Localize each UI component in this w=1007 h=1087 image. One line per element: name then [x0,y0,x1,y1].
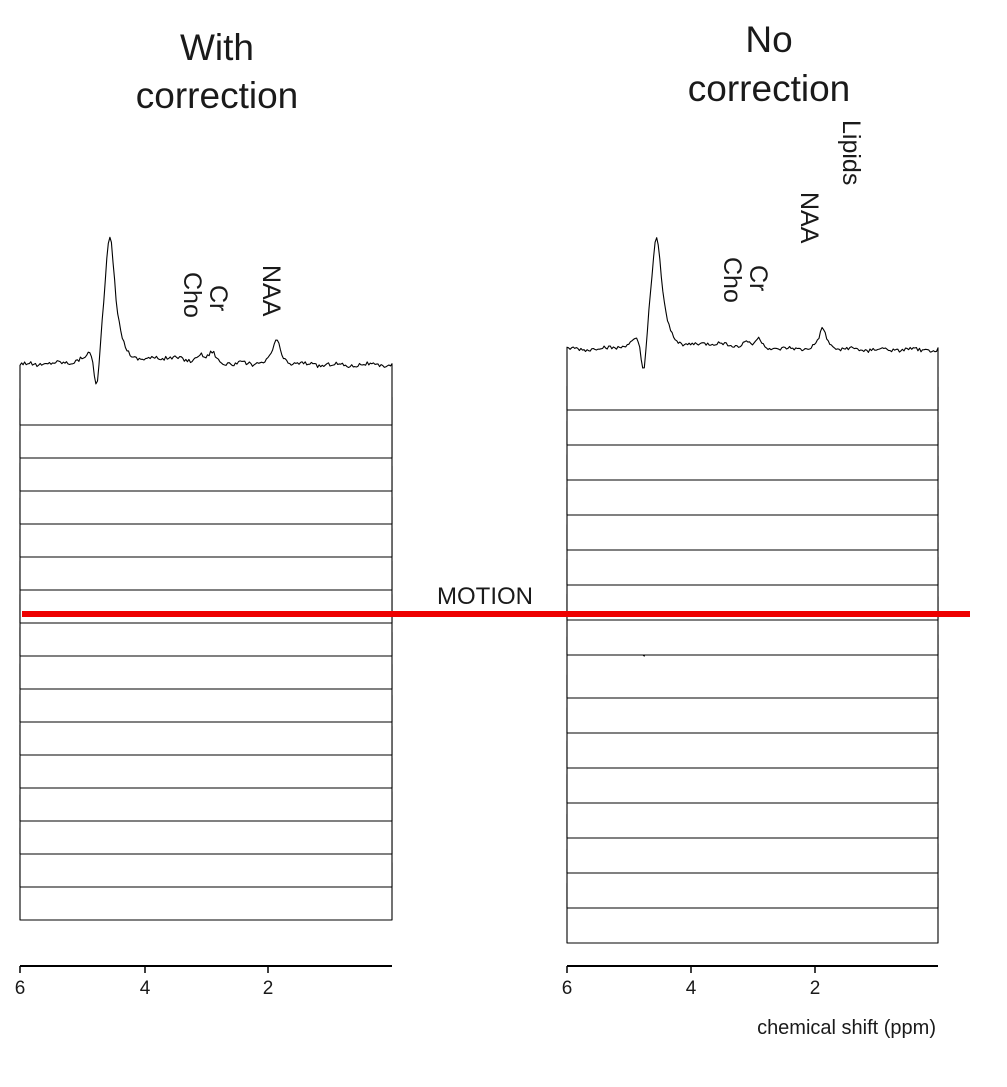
panel-no-correction: No correction Lipids NAA Cr Cho 6 4 2 ch… [562,19,939,1039]
x-tick-label: 4 [686,978,697,999]
annotation-naa: NAA [257,265,285,317]
x-tick-label: 6 [562,978,573,999]
annotation-cho: Cho [718,257,746,303]
motion-label: MOTION [437,583,533,610]
panel-title-line-1: No [745,19,792,60]
spectrum-trace [566,237,939,411]
spectra-stack-with-correction [19,236,393,921]
x-tick-label: 2 [263,978,274,999]
panel-title-line-2: correction [136,75,298,116]
panel-title-line-1: With [180,27,254,68]
x-tick-label: 4 [140,978,151,999]
x-tick-label: 6 [15,978,26,999]
annotation-cho: Cho [178,272,206,318]
panel-with-correction: With correction NAA Cr Cho 6 4 2 [15,27,393,999]
spectra-stack-no-correction [566,237,939,944]
x-tick-label: 2 [810,978,821,999]
annotation-lipids: Lipids [837,120,865,185]
annotation-naa: NAA [795,192,823,244]
x-axis-no-correction: 6 4 2 chemical shift (ppm) [562,965,938,1039]
spectrum-trace [19,236,393,426]
x-axis-with-correction: 6 4 2 [15,965,392,999]
x-axis-title: chemical shift (ppm) [757,1017,936,1039]
panel-title-line-2: correction [688,68,850,109]
annotation-cr: Cr [744,265,772,291]
annotation-cr: Cr [204,285,232,311]
